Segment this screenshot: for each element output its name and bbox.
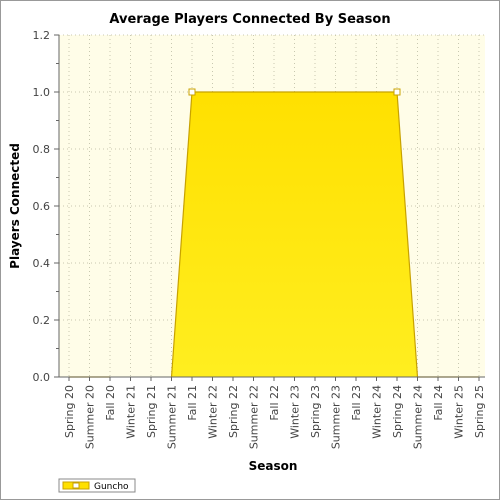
x-tick-label: Summer 21 [166, 385, 179, 449]
y-tick-label: 0.8 [33, 143, 51, 156]
x-tick-label: Winter 22 [207, 385, 220, 439]
legend-label: Guncho [94, 482, 129, 492]
x-tick-label: Fall 22 [268, 385, 281, 421]
y-tick-label: 0.0 [33, 371, 51, 384]
data-point-marker [188, 88, 196, 96]
x-tick-label: Summer 20 [84, 385, 97, 449]
x-tick-label: Fall 20 [104, 385, 117, 421]
x-tick-label: Winter 25 [453, 385, 466, 439]
x-tick-label: Spring 20 [63, 385, 76, 438]
x-tick-labels: Spring 20 Summer 20 Fall 20 Winter 21 Spring… [63, 385, 486, 449]
y-tick-label: 1.2 [33, 29, 51, 42]
y-tick-labels: 0.0 0.2 0.4 0.6 0.8 1.0 1.2 [33, 29, 51, 384]
y-axis-label: Players Connected [8, 143, 22, 269]
x-tick-label: Spring 23 [309, 385, 322, 438]
x-tick-label: Winter 24 [371, 385, 384, 439]
x-tick-label: Spring 22 [227, 385, 240, 438]
x-tick-label: Spring 24 [391, 385, 404, 438]
x-tick-label: Spring 25 [473, 385, 486, 438]
x-tick-label: Fall 21 [186, 385, 199, 421]
x-tick-label: Winter 21 [125, 385, 138, 439]
x-axis-label: Season [249, 459, 298, 473]
y-tick-label: 1.0 [33, 86, 51, 99]
legend-marker [72, 482, 80, 489]
chart-title: Average Players Connected By Season [109, 12, 390, 27]
y-tick-label: 0.4 [33, 257, 51, 270]
x-tick-label: Fall 24 [432, 385, 445, 421]
x-tick-label: Spring 21 [145, 385, 158, 438]
data-point-marker [393, 88, 401, 96]
x-tick-label: Summer 22 [248, 385, 261, 449]
axes [54, 34, 485, 381]
y-tick-label: 0.2 [33, 314, 51, 327]
x-tick-label: Fall 23 [350, 385, 363, 421]
x-tick-label: Summer 24 [412, 385, 425, 449]
legend: Guncho [58, 478, 136, 493]
y-tick-label: 0.6 [33, 200, 51, 213]
x-tick-label: Winter 23 [289, 385, 302, 439]
x-tick-label: Summer 23 [330, 385, 343, 449]
